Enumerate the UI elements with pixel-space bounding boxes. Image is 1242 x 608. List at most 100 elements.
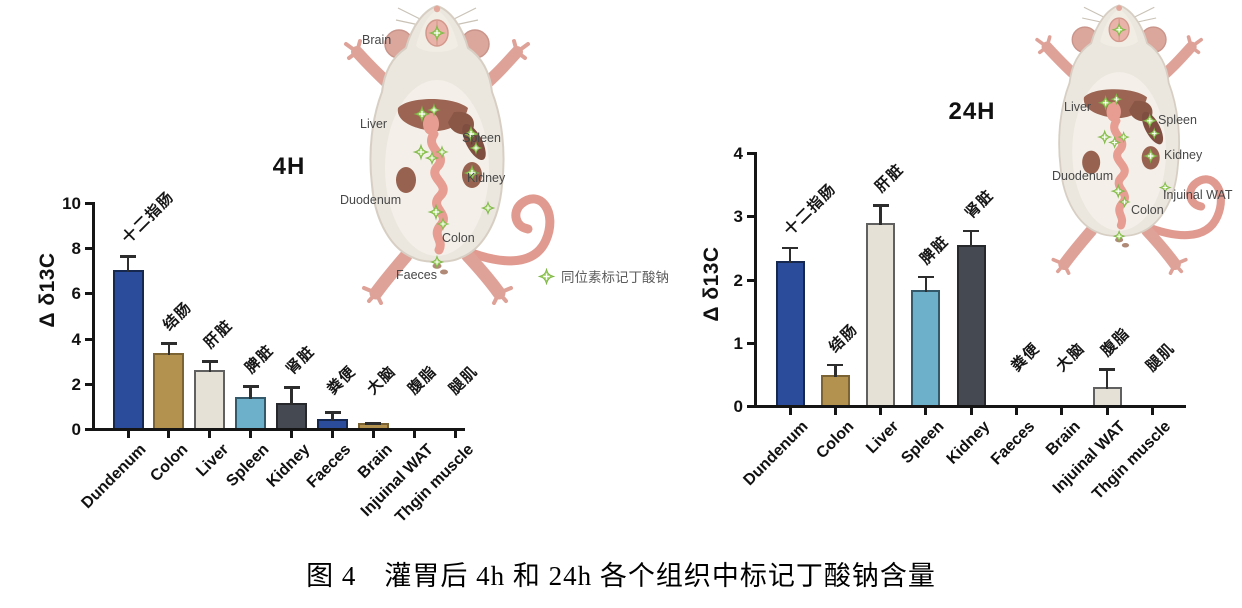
tissue-label-cn: 肾脏 — [962, 186, 998, 222]
error-bar — [290, 386, 293, 406]
error-bar — [249, 385, 252, 400]
organ-label-duodenum: Duodenum — [1052, 169, 1114, 183]
mouse-illustration-4h — [336, 0, 571, 305]
bar-dundenum — [112, 269, 144, 428]
error-bar — [788, 246, 792, 264]
error-bar-cap — [1099, 368, 1116, 371]
organ-label-duodenum: Duodenum — [340, 193, 402, 207]
tissue-label-cn: 结肠 — [159, 298, 196, 335]
y-axis-label: Δ δ13C — [36, 252, 59, 328]
category-label: Faeces — [304, 441, 355, 492]
y-tick — [747, 152, 755, 155]
tissue-label-cn: 腿肌 — [1143, 339, 1179, 375]
y-axis-line — [754, 152, 757, 408]
y-tick-label: 8 — [71, 239, 81, 259]
category-label: Thgin muscle — [1089, 418, 1175, 503]
y-tick-label: 2 — [71, 374, 81, 394]
y-tick — [85, 247, 93, 251]
error-bar — [969, 229, 973, 247]
organ-label-kidney: Kidney — [1164, 148, 1203, 162]
category-label: Dundenum — [78, 441, 151, 513]
bar-colon — [153, 353, 185, 428]
y-tick-label: 6 — [71, 284, 81, 304]
y-tick — [747, 341, 755, 345]
mouse-tail — [459, 194, 555, 266]
mouse-anatomy-graphic — [1035, 4, 1225, 275]
chart-title: 24H — [948, 98, 996, 125]
y-tick-label: 2 — [733, 270, 743, 290]
y-tick-label: 10 — [62, 194, 81, 213]
mouse-kidney-left — [396, 167, 416, 193]
error-bar — [879, 204, 882, 225]
category-label: Colon — [146, 441, 191, 486]
category-label: Injuinal WAT — [357, 441, 437, 521]
mouse-illustration-24h — [1028, 0, 1240, 275]
category-label: Brain — [1042, 418, 1084, 459]
x-tick — [1060, 408, 1064, 415]
organ-label-spleen: Spleen — [462, 131, 501, 145]
error-bar — [126, 255, 130, 272]
y-tick — [85, 202, 93, 205]
y-tick-label: 0 — [71, 420, 81, 439]
mouse-tail — [1139, 175, 1225, 240]
tissue-label-cn: 肝脏 — [871, 161, 907, 197]
category-label: Dundenum — [740, 418, 813, 490]
mouse-intestines — [427, 129, 448, 255]
error-bar-cap — [324, 411, 341, 414]
error-bar — [834, 363, 837, 377]
category-label: Thgin muscle — [392, 441, 478, 526]
x-tick — [1015, 408, 1018, 415]
mouse-stomach — [423, 113, 439, 135]
bar-kidney — [956, 244, 986, 405]
bar-colon — [820, 374, 850, 405]
x-tick — [788, 408, 792, 415]
mouse-stomach — [1106, 101, 1121, 122]
x-tick — [879, 408, 883, 415]
legend: 同位素标记丁酸钠 — [538, 266, 669, 286]
organ-label-colon: Colon — [1131, 203, 1164, 217]
x-tick — [331, 431, 334, 438]
category-label: Brain — [354, 441, 396, 482]
organ-label-injuinal-wat: Injuinal WAT — [1163, 188, 1233, 202]
tissue-label-cn: 十二指肠 — [780, 180, 840, 239]
bar-dundenum — [775, 261, 805, 405]
category-label: Injuinal WAT — [1050, 418, 1130, 498]
y-tick — [85, 292, 93, 296]
y-tick — [85, 382, 93, 386]
error-bar-cap — [872, 204, 889, 207]
y-tick — [85, 337, 93, 341]
error-bar-cap — [283, 386, 300, 389]
error-bar-cap — [365, 422, 382, 425]
x-tick — [1150, 408, 1154, 415]
error-bar — [208, 360, 212, 373]
error-bar — [372, 422, 375, 426]
bar-kidney — [276, 403, 308, 428]
tissue-label-cn: 结肠 — [826, 320, 862, 356]
bar-injuinal-wat — [1092, 387, 1122, 405]
y-tick — [747, 215, 755, 219]
category-label: Faeces — [988, 418, 1039, 469]
mouse-anatomy-graphic — [344, 4, 555, 305]
error-bar-cap — [201, 360, 218, 363]
tissue-label-cn: 肾脏 — [282, 342, 318, 379]
organ-label-faeces: Faeces — [396, 268, 437, 282]
organ-label-colon: Colon — [442, 231, 475, 245]
tissue-label-cn: 脾脏 — [241, 341, 278, 378]
error-bar-cap — [160, 342, 177, 345]
organ-label-brain: Brain — [362, 33, 392, 47]
y-tick-label: 4 — [71, 329, 81, 349]
organ-label-kidney: Kidney — [467, 171, 506, 185]
x-tick — [249, 431, 253, 438]
y-tick-label: 0 — [733, 397, 743, 416]
y-tick-label: 1 — [733, 333, 743, 353]
error-bar-cap — [120, 255, 136, 258]
y-tick-label: 4 — [733, 144, 743, 163]
tissue-label-cn: 腹脂 — [1098, 324, 1134, 361]
y-axis-label: Δ δ13C — [700, 246, 723, 322]
organ-label-liver: Liver — [360, 117, 388, 131]
isotope-sparkle-icon — [538, 267, 555, 285]
organ-label-liver: Liver — [1064, 100, 1092, 114]
x-tick — [924, 408, 928, 415]
error-bar-cap — [242, 385, 259, 388]
